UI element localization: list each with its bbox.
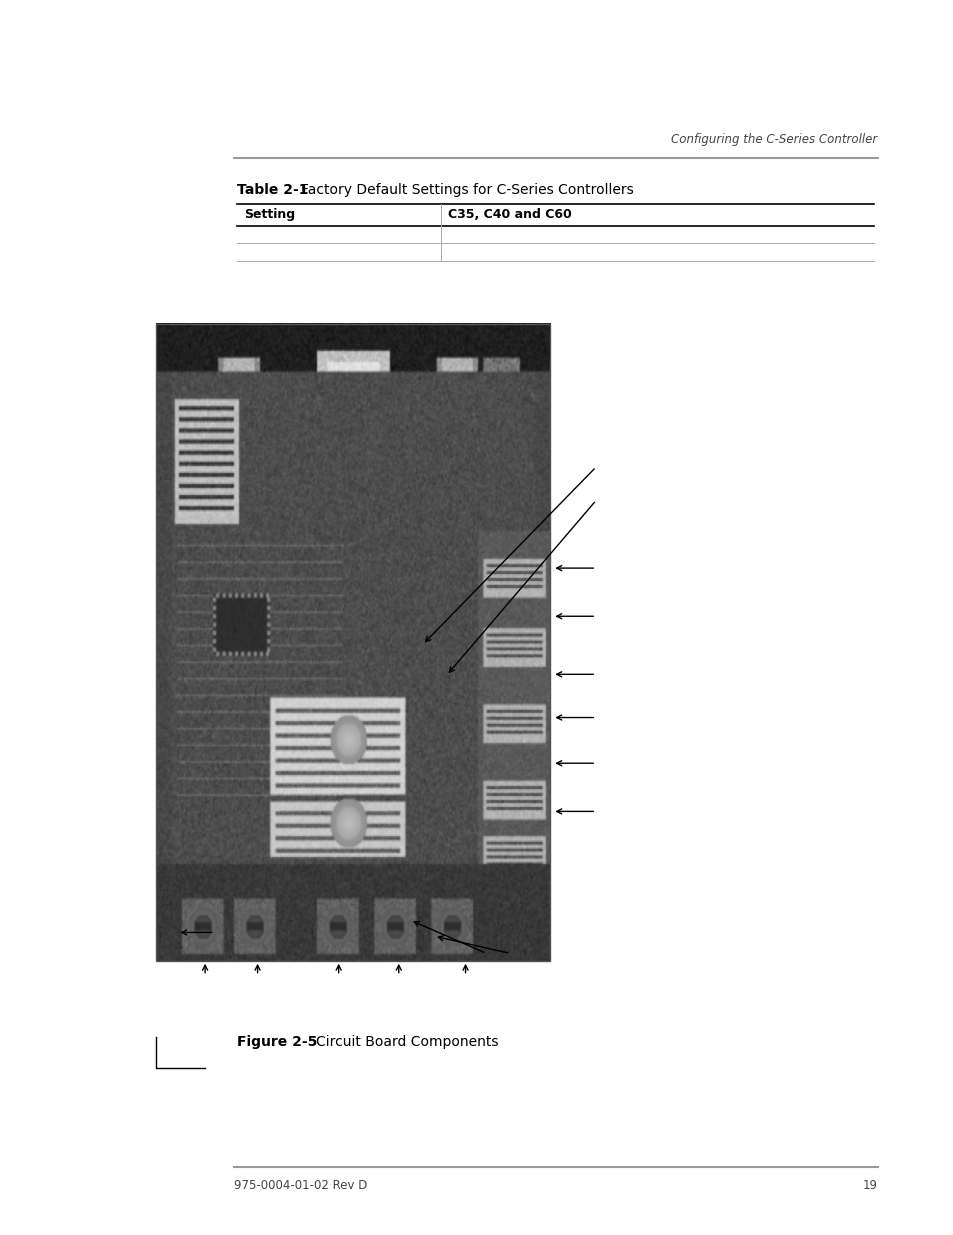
Text: 19: 19 bbox=[862, 1179, 877, 1192]
Text: 975-0004-01-02 Rev D: 975-0004-01-02 Rev D bbox=[233, 1179, 367, 1192]
Text: Circuit Board Components: Circuit Board Components bbox=[315, 1035, 497, 1050]
Text: Table 2-1: Table 2-1 bbox=[236, 183, 317, 198]
Text: Setting: Setting bbox=[244, 209, 295, 221]
Text: Figure 2-5: Figure 2-5 bbox=[236, 1035, 326, 1050]
Bar bbox=[155, 324, 550, 961]
Text: Factory Default Settings for C-Series Controllers: Factory Default Settings for C-Series Co… bbox=[300, 183, 633, 198]
Text: C35, C40 and C60: C35, C40 and C60 bbox=[448, 209, 572, 221]
Text: Configuring the C-Series Controller: Configuring the C-Series Controller bbox=[671, 133, 877, 146]
